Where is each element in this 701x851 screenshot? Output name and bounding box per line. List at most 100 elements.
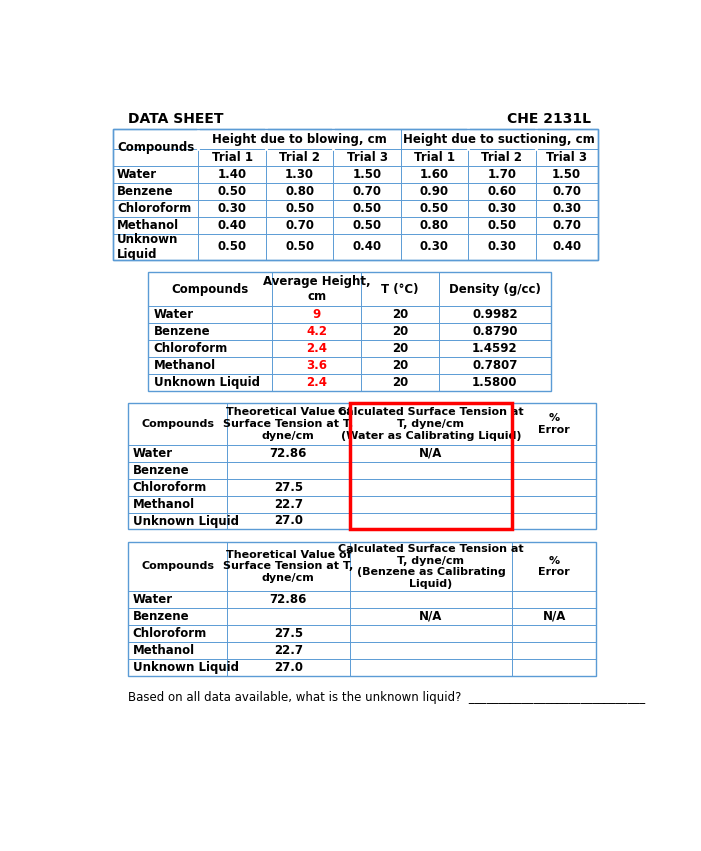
Text: Density (g/cc): Density (g/cc): [449, 283, 541, 296]
Text: %
Error: % Error: [538, 414, 570, 435]
Text: Trial 1: Trial 1: [212, 151, 252, 164]
Text: 27.0: 27.0: [274, 515, 303, 528]
Text: 22.7: 22.7: [274, 498, 303, 511]
Text: T (°C): T (°C): [381, 283, 418, 296]
Text: Unknown Liquid: Unknown Liquid: [154, 376, 259, 389]
Text: 0.8790: 0.8790: [472, 325, 517, 338]
Text: 0.40: 0.40: [552, 240, 581, 254]
Text: 2.4: 2.4: [306, 376, 327, 389]
Text: Compounds: Compounds: [117, 141, 194, 154]
Text: Based on all data available, what is the unknown liquid?  ______________________: Based on all data available, what is the…: [128, 691, 645, 704]
Text: 3.6: 3.6: [306, 359, 327, 372]
Text: 27.5: 27.5: [274, 627, 303, 640]
Text: 0.80: 0.80: [420, 219, 449, 231]
Text: 0.50: 0.50: [353, 202, 381, 215]
Text: 0.30: 0.30: [218, 202, 247, 215]
Text: 1.5800: 1.5800: [472, 376, 517, 389]
Text: Unknown Liquid: Unknown Liquid: [132, 515, 238, 528]
Text: 72.86: 72.86: [270, 447, 307, 460]
Text: 0.40: 0.40: [353, 240, 381, 254]
Text: 2.4: 2.4: [306, 342, 327, 355]
Text: %
Error: % Error: [538, 556, 570, 577]
Text: Methanol: Methanol: [117, 219, 179, 231]
Text: 0.7807: 0.7807: [472, 359, 517, 372]
Text: 0.60: 0.60: [487, 185, 517, 198]
Text: Benzene: Benzene: [132, 610, 189, 623]
Text: 0.40: 0.40: [217, 219, 247, 231]
Bar: [350, 403, 512, 529]
Text: 1.70: 1.70: [487, 168, 517, 181]
Text: 0.50: 0.50: [420, 202, 449, 215]
Text: 0.70: 0.70: [353, 185, 381, 198]
Text: Compounds: Compounds: [141, 562, 214, 571]
Text: CHE 2131L: CHE 2131L: [508, 112, 592, 126]
Text: 1.60: 1.60: [420, 168, 449, 181]
Text: 20: 20: [392, 308, 408, 321]
Text: 0.70: 0.70: [552, 185, 581, 198]
Text: DATA SHEET: DATA SHEET: [128, 112, 224, 126]
Text: 0.50: 0.50: [285, 202, 314, 215]
Text: 1.50: 1.50: [353, 168, 381, 181]
Text: 20: 20: [392, 342, 408, 355]
Text: 0.30: 0.30: [552, 202, 581, 215]
Text: Chloroform: Chloroform: [132, 627, 207, 640]
Text: Chloroform: Chloroform: [132, 481, 207, 494]
Text: Trial 2: Trial 2: [482, 151, 522, 164]
Text: Theoretical Value of
Surface Tension at T,
dyne/cm: Theoretical Value of Surface Tension at …: [223, 550, 353, 583]
Text: 20: 20: [392, 325, 408, 338]
Text: 0.50: 0.50: [353, 219, 381, 231]
Bar: [113, 129, 597, 260]
Text: 22.7: 22.7: [274, 644, 303, 657]
Text: Calculated Surface Tension at
T, dyne/cm
(Benzene as Calibrating
Liquid): Calculated Surface Tension at T, dyne/cm…: [338, 544, 524, 589]
Text: 20: 20: [392, 376, 408, 389]
Text: Benzene: Benzene: [132, 464, 189, 477]
Text: 0.30: 0.30: [487, 240, 517, 254]
Text: Chloroform: Chloroform: [117, 202, 191, 215]
Text: Trial 1: Trial 1: [414, 151, 455, 164]
Text: Unknown Liquid: Unknown Liquid: [132, 660, 238, 674]
Text: 1.4592: 1.4592: [472, 342, 518, 355]
Text: Compounds: Compounds: [141, 419, 214, 429]
Text: N/A: N/A: [419, 447, 442, 460]
Text: Benzene: Benzene: [117, 185, 174, 198]
Text: Water: Water: [154, 308, 193, 321]
Text: 0.80: 0.80: [285, 185, 314, 198]
Text: Methanol: Methanol: [132, 498, 195, 511]
Text: Water: Water: [117, 168, 157, 181]
Text: Calculated Surface Tension at
T, dyne/cm
(Water as Calibrating Liquid): Calculated Surface Tension at T, dyne/cm…: [338, 408, 524, 441]
Text: Chloroform: Chloroform: [154, 342, 228, 355]
Text: 1.50: 1.50: [552, 168, 581, 181]
Bar: [148, 272, 551, 391]
Text: Benzene: Benzene: [154, 325, 210, 338]
Text: 72.86: 72.86: [270, 593, 307, 606]
Text: Average Height,
cm: Average Height, cm: [263, 275, 370, 303]
Text: Trial 3: Trial 3: [546, 151, 587, 164]
Text: 0.70: 0.70: [285, 219, 314, 231]
Text: 27.5: 27.5: [274, 481, 303, 494]
Text: 0.50: 0.50: [217, 185, 247, 198]
Text: 1.30: 1.30: [285, 168, 314, 181]
Text: 0.9982: 0.9982: [472, 308, 518, 321]
Text: Compounds: Compounds: [172, 283, 249, 296]
Text: 0.50: 0.50: [285, 240, 314, 254]
Text: 0.90: 0.90: [420, 185, 449, 198]
Text: Trial 3: Trial 3: [346, 151, 388, 164]
Text: Height due to blowing, cm: Height due to blowing, cm: [212, 133, 387, 146]
Text: Water: Water: [132, 447, 172, 460]
Text: 0.50: 0.50: [487, 219, 517, 231]
Text: N/A: N/A: [419, 610, 442, 623]
Bar: [128, 542, 596, 676]
Text: Height due to suctioning, cm: Height due to suctioning, cm: [403, 133, 595, 146]
Text: Water: Water: [132, 593, 172, 606]
Text: 0.30: 0.30: [420, 240, 449, 254]
Text: 20: 20: [392, 359, 408, 372]
Text: 27.0: 27.0: [274, 660, 303, 674]
Text: Methanol: Methanol: [154, 359, 216, 372]
Text: Unknown
Liquid: Unknown Liquid: [117, 233, 179, 261]
Text: 0.50: 0.50: [217, 240, 247, 254]
Bar: [128, 403, 596, 529]
Text: N/A: N/A: [543, 610, 566, 623]
Text: 4.2: 4.2: [306, 325, 327, 338]
Text: Methanol: Methanol: [132, 644, 195, 657]
Text: Trial 2: Trial 2: [279, 151, 320, 164]
